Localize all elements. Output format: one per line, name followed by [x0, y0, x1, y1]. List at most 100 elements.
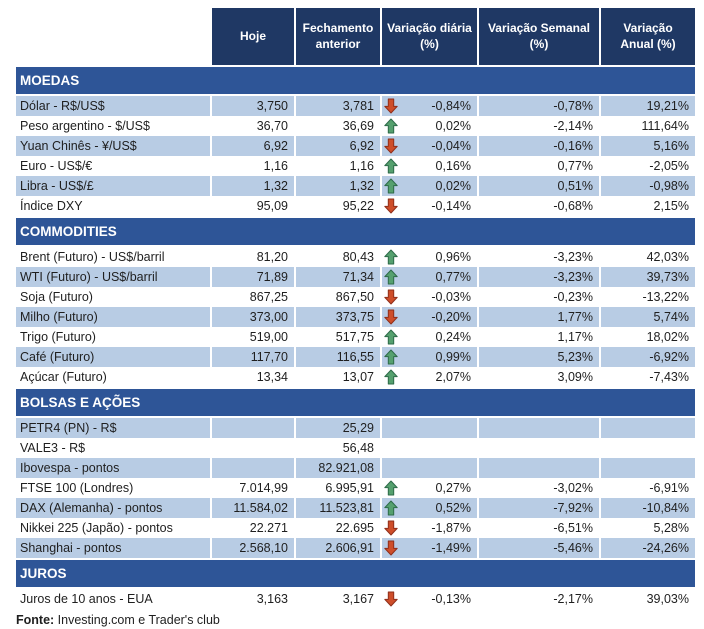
down-arrow-icon: [384, 138, 398, 154]
variacao-anual-value: [601, 438, 695, 458]
section-header-juros: JUROS: [16, 560, 695, 587]
row-label: Ibovespa - pontos: [16, 458, 210, 478]
hoje-value: 22.271: [212, 518, 294, 538]
variacao-diaria-cell: 0,16%: [382, 156, 477, 176]
variacao-diaria-cell: -0,13%: [382, 589, 477, 609]
variacao-anual-value: -2,05%: [601, 156, 695, 176]
table-row: Yuan Chinês - ¥/US$ 6,92 6,92 -0,04% -0,16% 5…: [16, 136, 695, 156]
column-header-1: Fechamento anterior: [296, 8, 380, 65]
fechamento-anterior-value: 3,167: [296, 589, 380, 609]
up-arrow-icon: [384, 369, 398, 385]
variacao-semanal-value: -0,68%: [479, 196, 599, 216]
variacao-anual-value: [601, 418, 695, 438]
variacao-anual-value: 5,28%: [601, 518, 695, 538]
hoje-value: 36,70: [212, 116, 294, 136]
row-label: Soja (Futuro): [16, 287, 210, 307]
variacao-diaria-value: -0,13%: [431, 592, 471, 606]
fechamento-anterior-value: 82.921,08: [296, 458, 380, 478]
fechamento-anterior-value: 22.695: [296, 518, 380, 538]
up-arrow-icon: [384, 118, 398, 134]
variacao-diaria-cell: [382, 458, 477, 478]
table-row: Dólar - R$/US$ 3,750 3,781 -0,84% -0,78% 19,2…: [16, 96, 695, 116]
row-label: Índice DXY: [16, 196, 210, 216]
variacao-semanal-value: 0,77%: [479, 156, 599, 176]
variacao-diaria-cell: 0,02%: [382, 176, 477, 196]
variacao-diaria-value: -0,03%: [431, 290, 471, 304]
hoje-value: 3,163: [212, 589, 294, 609]
variacao-diaria-cell: -1,49%: [382, 538, 477, 558]
variacao-anual-value: -6,92%: [601, 347, 695, 367]
down-arrow-icon: [384, 98, 398, 114]
fechamento-anterior-value: 6,92: [296, 136, 380, 156]
variacao-diaria-value: 2,07%: [435, 370, 471, 384]
variacao-semanal-value: 0,51%: [479, 176, 599, 196]
down-arrow-icon: [384, 591, 398, 607]
table-row: Euro - US$/€ 1,16 1,16 0,16% 0,77% -2,05%: [16, 156, 695, 176]
fechamento-anterior-value: 373,75: [296, 307, 380, 327]
variacao-anual-value: -0,98%: [601, 176, 695, 196]
source-text: Investing.com e Trader's club: [54, 613, 220, 627]
variacao-semanal-value: 3,09%: [479, 367, 599, 387]
fechamento-anterior-value: 517,75: [296, 327, 380, 347]
hoje-value: [212, 438, 294, 458]
variacao-semanal-value: 1,17%: [479, 327, 599, 347]
variacao-diaria-cell: 0,77%: [382, 267, 477, 287]
variacao-diaria-cell: 0,96%: [382, 247, 477, 267]
hoje-value: 373,00: [212, 307, 294, 327]
variacao-diaria-value: -1,49%: [431, 541, 471, 555]
table-row: Nikkei 225 (Japão) - pontos 22.271 22.695 -…: [16, 518, 695, 538]
down-arrow-icon: [384, 520, 398, 536]
variacao-diaria-value: 0,96%: [435, 250, 471, 264]
down-arrow-icon: [384, 309, 398, 325]
fechamento-anterior-value: 867,50: [296, 287, 380, 307]
variacao-anual-value: -10,84%: [601, 498, 695, 518]
variacao-diaria-value: 0,02%: [435, 179, 471, 193]
variacao-diaria-value: 0,99%: [435, 350, 471, 364]
fechamento-anterior-value: 71,34: [296, 267, 380, 287]
row-label: Shanghai - pontos: [16, 538, 210, 558]
row-label: Milho (Futuro): [16, 307, 210, 327]
hoje-value: 95,09: [212, 196, 294, 216]
variacao-semanal-value: [479, 458, 599, 478]
up-arrow-icon: [384, 158, 398, 174]
table-body: MOEDAS Dólar - R$/US$ 3,750 3,781 -0,84% -0,7…: [16, 67, 695, 609]
variacao-anual-value: 19,21%: [601, 96, 695, 116]
variacao-semanal-value: -3,02%: [479, 478, 599, 498]
row-label: Libra - US$/£: [16, 176, 210, 196]
table-row: Milho (Futuro) 373,00 373,75 -0,20% 1,77% 5,7…: [16, 307, 695, 327]
hoje-value: 117,70: [212, 347, 294, 367]
up-arrow-icon: [384, 349, 398, 365]
variacao-diaria-cell: 0,02%: [382, 116, 477, 136]
variacao-semanal-value: 5,23%: [479, 347, 599, 367]
variacao-semanal-value: -2,14%: [479, 116, 599, 136]
variacao-diaria-value: -1,87%: [431, 521, 471, 535]
table-header-row: Hoje Fechamento anterior Variação diária (…: [16, 8, 695, 65]
variacao-diaria-value: -0,14%: [431, 199, 471, 213]
no-arrow-spacer: [384, 440, 398, 456]
variacao-diaria-cell: 2,07%: [382, 367, 477, 387]
row-label: Nikkei 225 (Japão) - pontos: [16, 518, 210, 538]
variacao-diaria-cell: [382, 418, 477, 438]
row-label: Dólar - R$/US$: [16, 96, 210, 116]
row-label: Juros de 10 anos - EUA: [16, 589, 210, 609]
hoje-value: 2.568,10: [212, 538, 294, 558]
hoje-value: 6,92: [212, 136, 294, 156]
variacao-anual-value: -7,43%: [601, 367, 695, 387]
row-label: WTI (Futuro) - US$/barril: [16, 267, 210, 287]
fechamento-anterior-value: 6.995,91: [296, 478, 380, 498]
down-arrow-icon: [384, 540, 398, 556]
variacao-anual-value: 2,15%: [601, 196, 695, 216]
variacao-diaria-value: 0,24%: [435, 330, 471, 344]
table-row: Trigo (Futuro) 519,00 517,75 0,24% 1,17% 18,0…: [16, 327, 695, 347]
row-label: Trigo (Futuro): [16, 327, 210, 347]
variacao-diaria-value: -0,84%: [431, 99, 471, 113]
variacao-diaria-value: 0,02%: [435, 119, 471, 133]
row-label: Peso argentino - $/US$: [16, 116, 210, 136]
up-arrow-icon: [384, 329, 398, 345]
no-arrow-spacer: [384, 420, 398, 436]
table-row: WTI (Futuro) - US$/barril 71,89 71,34 0,77%…: [16, 267, 695, 287]
fechamento-anterior-value: 1,16: [296, 156, 380, 176]
variacao-anual-value: 5,74%: [601, 307, 695, 327]
fechamento-anterior-value: 11.523,81: [296, 498, 380, 518]
